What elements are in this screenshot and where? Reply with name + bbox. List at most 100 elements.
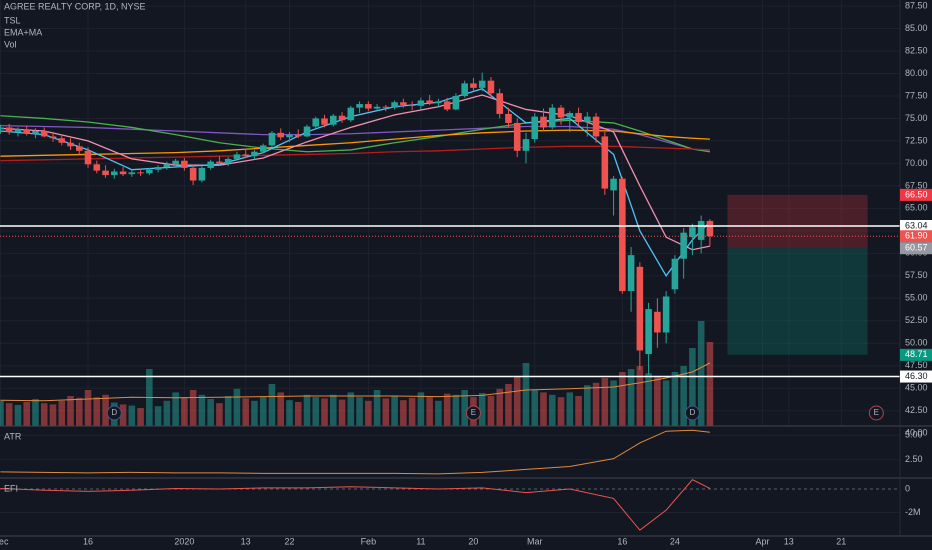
volume-bar bbox=[645, 373, 652, 426]
candle-body bbox=[382, 106, 390, 108]
x-tick-label: 16 bbox=[617, 536, 627, 546]
event-marker bbox=[684, 405, 700, 421]
candle-body bbox=[680, 232, 687, 259]
volume-bar bbox=[198, 394, 206, 426]
candle-body bbox=[137, 172, 144, 174]
volume-bar bbox=[67, 396, 74, 426]
candle-body bbox=[697, 220, 705, 240]
volume-bar bbox=[487, 396, 495, 426]
candle-body bbox=[23, 129, 31, 134]
y-tick-label: 57.50 bbox=[905, 270, 928, 280]
candle-body bbox=[540, 116, 547, 128]
candle-body bbox=[286, 134, 293, 138]
price-tag bbox=[900, 348, 932, 361]
candle-body bbox=[548, 107, 556, 128]
candle-body bbox=[487, 80, 495, 94]
y-tick-label: 52.50 bbox=[905, 315, 928, 325]
volume-bar bbox=[671, 372, 679, 426]
volume-bar bbox=[181, 397, 188, 426]
volume-bar bbox=[452, 394, 460, 426]
price-tag bbox=[900, 219, 932, 232]
volume-bar bbox=[137, 408, 144, 426]
volume-bar bbox=[303, 394, 311, 426]
price-tag-label: 63.04 bbox=[905, 220, 928, 230]
y-tick-label: 70.00 bbox=[905, 158, 928, 168]
y-tick-label: 87.50 bbox=[905, 0, 928, 10]
candle-body bbox=[400, 102, 407, 105]
volume-bar bbox=[382, 398, 390, 426]
volume-bar bbox=[216, 403, 223, 426]
volume-bar bbox=[601, 378, 609, 426]
volume-bar bbox=[49, 404, 57, 426]
y-tick-label: 75.00 bbox=[905, 113, 928, 123]
volume-bar bbox=[461, 390, 468, 426]
candle-body bbox=[102, 170, 109, 176]
volume-bar bbox=[575, 396, 582, 426]
candle-body bbox=[365, 104, 372, 109]
y-tick-label: 40.00 bbox=[905, 428, 928, 438]
volume-bar bbox=[189, 390, 197, 426]
candle-body bbox=[417, 100, 425, 106]
candle-body bbox=[32, 131, 39, 134]
candle-body bbox=[321, 118, 328, 125]
volume-bar bbox=[321, 398, 328, 426]
candle-body bbox=[111, 171, 118, 176]
volume-bar bbox=[102, 394, 109, 426]
candle-body bbox=[610, 178, 617, 191]
volume-bar bbox=[224, 396, 232, 426]
x-tick-label: 13 bbox=[784, 536, 794, 546]
candle-body bbox=[14, 129, 22, 132]
volume-bar bbox=[619, 372, 626, 426]
volume-bar bbox=[662, 380, 670, 426]
pane-background bbox=[0, 426, 900, 536]
candle-body bbox=[592, 116, 600, 137]
volume-bar bbox=[610, 380, 617, 426]
candle-body bbox=[654, 311, 661, 333]
y-tick-label: 77.50 bbox=[905, 90, 928, 100]
x-tick-label: 13 bbox=[241, 536, 251, 546]
volume-bar bbox=[636, 366, 644, 426]
volume-bar bbox=[566, 392, 574, 426]
y-tick-label: 2.50 bbox=[905, 454, 923, 464]
candle-body bbox=[478, 80, 486, 88]
candle-body bbox=[356, 104, 363, 108]
volume-bar bbox=[242, 398, 249, 426]
volume-bar bbox=[347, 392, 355, 426]
price-tag bbox=[900, 230, 932, 243]
candle-body bbox=[0, 127, 4, 130]
volume-bar bbox=[172, 392, 179, 426]
moving-average bbox=[0, 115, 711, 153]
volume-bar bbox=[0, 400, 4, 426]
volume-bar bbox=[286, 400, 293, 426]
price-tag-label: 48.71 bbox=[905, 349, 928, 359]
candle-body bbox=[93, 164, 101, 171]
candle-body bbox=[277, 132, 285, 138]
volume-bar bbox=[408, 397, 416, 426]
volume-bar bbox=[207, 399, 214, 426]
volume-bar bbox=[478, 393, 486, 426]
volume-bar bbox=[400, 400, 407, 426]
price-tag-label: 60.57 bbox=[905, 243, 928, 253]
y-tick-label: 5.00 bbox=[905, 430, 923, 440]
volume-bar bbox=[251, 400, 258, 426]
y-tick-label: 0 bbox=[905, 483, 910, 493]
candle-body bbox=[435, 101, 442, 104]
candle-body bbox=[408, 104, 416, 106]
indicator-label: EMA+MA bbox=[4, 27, 42, 37]
volume-bar bbox=[505, 384, 512, 426]
price-tag-label: 66.50 bbox=[905, 189, 928, 199]
candle-body bbox=[119, 171, 127, 175]
candle-body bbox=[531, 116, 539, 140]
x-tick-label: 16 bbox=[83, 536, 93, 546]
candle-body bbox=[303, 126, 311, 137]
candle-body bbox=[216, 161, 223, 164]
x-tick-label: 2020 bbox=[174, 536, 194, 546]
candle-body bbox=[338, 115, 346, 121]
event-marker bbox=[868, 405, 884, 421]
event-marker bbox=[106, 405, 122, 421]
volume-bar bbox=[23, 402, 31, 426]
volume-bar bbox=[496, 388, 503, 426]
volume-bar bbox=[654, 376, 661, 426]
candle-body bbox=[233, 154, 241, 159]
